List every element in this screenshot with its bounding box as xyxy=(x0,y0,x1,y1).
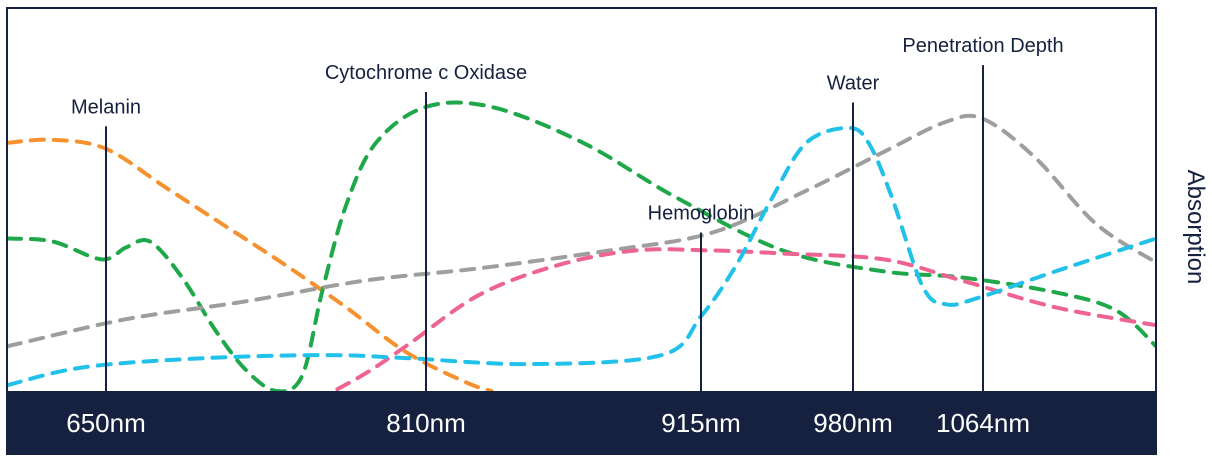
series-line-2 xyxy=(8,100,1155,391)
marker-label-hemoglobin: Hemoglobin xyxy=(648,203,755,225)
series-line-3 xyxy=(8,113,1155,349)
marker-label-cytochrome-c-oxidase: Cytochrome c Oxidase xyxy=(325,62,527,84)
series-line-1 xyxy=(8,137,494,391)
x-axis-band xyxy=(7,391,1156,454)
x-tick-label-650: 650nm xyxy=(66,408,146,438)
series-line-5 xyxy=(8,125,1155,387)
series-line-4 xyxy=(329,247,1155,391)
x-tick-label-1064: 1064nm xyxy=(936,408,1030,438)
chromophore-markers: Melanin Cytochrome c Oxidase Hemoglobin Wat… xyxy=(71,35,1064,391)
x-axis-ticks: 650nm 810nm 915nm 980nm 1064nm xyxy=(66,408,1030,438)
absorption-curves xyxy=(8,100,1155,391)
x-tick-label-915: 915nm xyxy=(661,408,741,438)
x-tick-label-810: 810nm xyxy=(386,408,466,438)
y-axis-label: Absorption xyxy=(1182,170,1209,285)
marker-label-melanin: Melanin xyxy=(71,96,141,118)
marker-label-penetration-depth: Penetration Depth xyxy=(902,35,1063,57)
marker-label-water: Water xyxy=(827,72,880,94)
x-tick-label-980: 980nm xyxy=(813,408,893,438)
